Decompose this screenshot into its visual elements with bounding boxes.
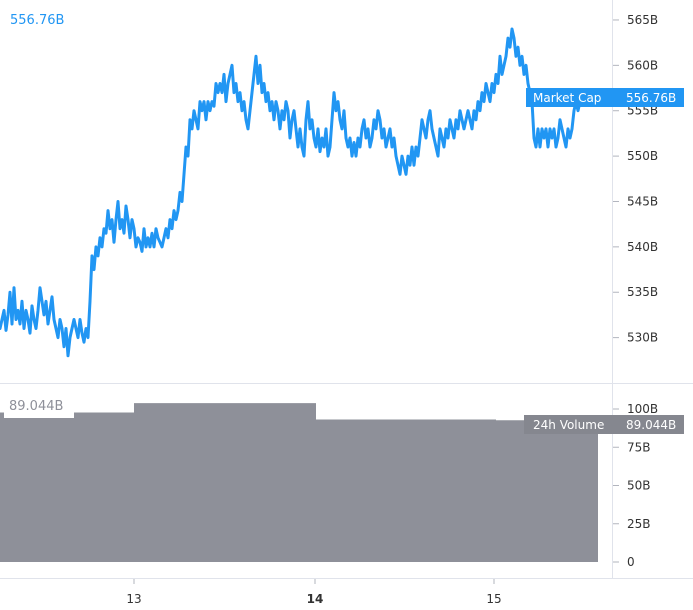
market-cap-legend-value: 556.76B [10,13,64,28]
volume-badge-value: 89.044B [626,418,676,432]
volume-axis[interactable]: 100B 75B 50B 25B 0 [613,402,658,569]
market-cap-badge-background [526,88,684,107]
price-axis-tick-label: 555B [627,104,658,118]
volume-pane[interactable] [0,403,598,562]
volume-badge-label: 24h Volume [533,418,604,432]
volume-legend-value: 89.044B [9,399,63,414]
time-axis-tick-label: 15 [486,592,501,606]
volume-badge-background [524,415,684,434]
market-cap-badge-label: Market Cap [533,91,601,105]
price-axis-tick-label: 530B [627,331,658,345]
time-axis-tick-label: 14 [307,592,324,606]
price-axis-tick-label: 550B [627,149,658,163]
price-axis-tick-label: 560B [627,58,658,72]
volume-axis-tick-label: 75B [627,440,651,454]
volume-axis-tick-label: 50B [627,479,651,493]
time-axis-tick-label: 13 [126,592,141,606]
market-cap-badge: Market Cap 556.76B [526,88,684,107]
volume-legend-background [4,394,74,418]
price-axis-tick-label: 565B [627,13,658,27]
volume-axis-tick-label: 25B [627,517,651,531]
volume-axis-tick-label: 0 [627,555,635,569]
time-axis[interactable]: 13 14 15 [126,579,502,606]
volume-area [0,403,598,562]
volume-axis-tick-label: 100B [627,402,658,416]
price-axis-tick-label: 535B [627,285,658,299]
price-axis-tick-label: 545B [627,194,658,208]
market-cap-pane[interactable] [0,27,598,358]
market-cap-badge-value: 556.76B [626,91,676,105]
price-axis[interactable]: 565B 560B 555B 550B 545B 540B 535B 530B [613,13,658,345]
price-axis-tick-label: 540B [627,240,658,254]
volume-badge: 24h Volume 89.044B [524,415,684,434]
market-cap-line [0,27,598,358]
